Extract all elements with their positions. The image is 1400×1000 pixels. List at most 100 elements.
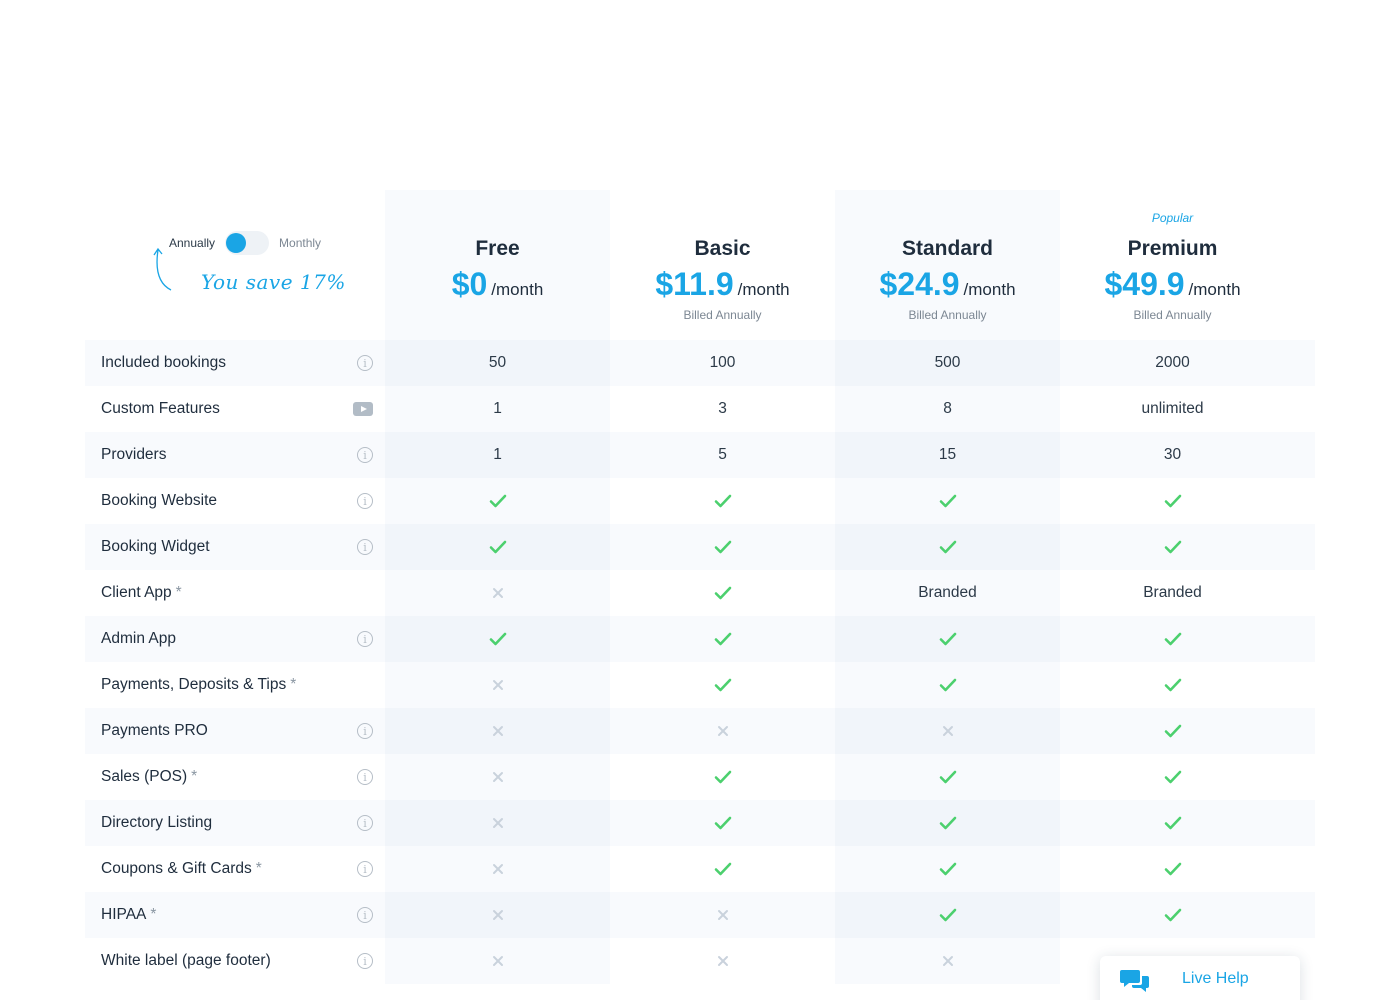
feature-value: Branded: [918, 584, 977, 601]
cross-icon: [492, 588, 503, 598]
check-icon: [939, 770, 956, 784]
plan-cell-basic: [610, 524, 835, 570]
feature-row: HIPAA * i: [85, 892, 1315, 938]
check-icon: [1164, 540, 1181, 554]
check-icon: [1164, 494, 1181, 508]
info-icon[interactable]: i: [357, 723, 373, 739]
plan-cell-premium: [1060, 892, 1315, 938]
feature-name-cell: Payments, Deposits & Tips *: [85, 662, 385, 708]
info-icon[interactable]: i: [357, 447, 373, 463]
info-icon[interactable]: i: [357, 815, 373, 831]
feature-label: Custom Features: [101, 400, 220, 418]
check-icon: [489, 540, 506, 554]
feature-row: Directory Listing i: [85, 800, 1315, 846]
plan-cell-free: [385, 800, 610, 846]
toggle-label-monthly[interactable]: Monthly: [279, 236, 322, 250]
cross-icon: [717, 956, 728, 966]
billing-switch[interactable]: [225, 231, 270, 255]
plan-cell-standard: [835, 754, 1060, 800]
feature-row: Custom Features 1 3 8 unlimited: [85, 386, 1315, 432]
check-icon: [714, 540, 731, 554]
plan-price: $11.9/month: [610, 266, 835, 303]
feature-label-text: Booking Website: [101, 492, 218, 509]
info-icon[interactable]: i: [357, 907, 373, 923]
feature-label: Client App *: [101, 584, 182, 602]
plan-cell-standard: [835, 800, 1060, 846]
plan-cell-premium: [1060, 708, 1315, 754]
feature-name-cell: Sales (POS) * i: [85, 754, 385, 800]
plan-cell-premium: Branded: [1060, 570, 1315, 616]
plan-cell-premium: [1060, 616, 1315, 662]
billing-toggle: Annually Monthly: [169, 231, 321, 255]
billed-note: Billed Annually: [1133, 308, 1212, 322]
feature-label: Providers: [101, 446, 166, 464]
feature-row: Booking Widget i: [85, 524, 1315, 570]
asterisk: *: [255, 860, 262, 877]
feature-name-cell: Coupons & Gift Cards * i: [85, 846, 385, 892]
check-icon: [714, 862, 731, 876]
plan-cell-premium: [1060, 478, 1315, 524]
curved-arrow-icon: [153, 247, 172, 291]
cross-icon: [942, 956, 953, 966]
cross-icon: [717, 726, 728, 736]
plan-name: Basic: [694, 237, 751, 260]
feature-row: Included bookings i 50 100 500 2000: [85, 340, 1315, 386]
feature-label-text: Custom Features: [101, 400, 220, 417]
billed-note: Billed Annually: [908, 308, 987, 322]
plan-cell-free: [385, 708, 610, 754]
price-amount: $0: [451, 266, 488, 302]
feature-value: 1: [493, 400, 502, 417]
plan-cell-premium: [1060, 800, 1315, 846]
cross-icon: [492, 864, 503, 874]
cross-icon: [492, 956, 503, 966]
check-icon: [939, 908, 956, 922]
plan-header-basic: Basic $11.9/month Billed Annually: [610, 190, 835, 340]
plan-header-standard: Standard $24.9/month Billed Annually: [835, 190, 1060, 340]
price-period: /month: [737, 280, 790, 299]
feature-value: 15: [938, 446, 957, 463]
feature-name-cell: Custom Features: [85, 386, 385, 432]
info-icon[interactable]: i: [357, 953, 373, 969]
info-icon[interactable]: i: [357, 539, 373, 555]
plan-cell-standard: [835, 524, 1060, 570]
live-help-button[interactable]: Live Help: [1100, 956, 1300, 1000]
asterisk: *: [290, 676, 297, 693]
plan-cell-basic: 3: [610, 386, 835, 432]
video-icon[interactable]: [353, 402, 373, 416]
info-icon[interactable]: i: [357, 861, 373, 877]
feature-label-text: Providers: [101, 446, 167, 463]
feature-label: Payments PRO: [101, 722, 208, 740]
feature-label: Admin App: [101, 630, 176, 648]
plan-cell-free: [385, 570, 610, 616]
plan-cell-standard: [835, 616, 1060, 662]
plan-cell-basic: [610, 846, 835, 892]
plan-cell-standard: [835, 478, 1060, 524]
plan-cell-standard: [835, 662, 1060, 708]
price-amount: $24.9: [879, 266, 960, 302]
info-icon[interactable]: i: [357, 631, 373, 647]
feature-label: Included bookings: [101, 354, 226, 372]
feature-value: 2000: [1155, 354, 1190, 371]
info-icon[interactable]: i: [357, 493, 373, 509]
info-icon[interactable]: i: [357, 355, 373, 371]
feature-name-cell: Admin App i: [85, 616, 385, 662]
plan-cell-premium: 2000: [1060, 340, 1315, 386]
plan-cell-free: [385, 846, 610, 892]
plan-name: Standard: [901, 237, 993, 260]
feature-label-text: Payments PRO: [101, 722, 208, 739]
check-icon: [489, 632, 506, 646]
check-icon: [714, 586, 731, 600]
toggle-label-annually[interactable]: Annually: [169, 236, 216, 250]
feature-value: Branded: [1143, 584, 1202, 601]
info-icon[interactable]: i: [357, 769, 373, 785]
check-icon: [1164, 770, 1181, 784]
check-icon: [1164, 816, 1181, 830]
check-icon: [1164, 908, 1181, 922]
feature-name-cell: White label (page footer) i: [85, 938, 385, 984]
feature-label-text: Admin App: [101, 630, 176, 647]
plan-cell-free: 50: [385, 340, 610, 386]
plan-cell-standard: 500: [835, 340, 1060, 386]
save-note: You save 17%: [201, 270, 346, 294]
feature-name-cell: Booking Widget i: [85, 524, 385, 570]
feature-label-text: Directory Listing: [101, 814, 213, 831]
